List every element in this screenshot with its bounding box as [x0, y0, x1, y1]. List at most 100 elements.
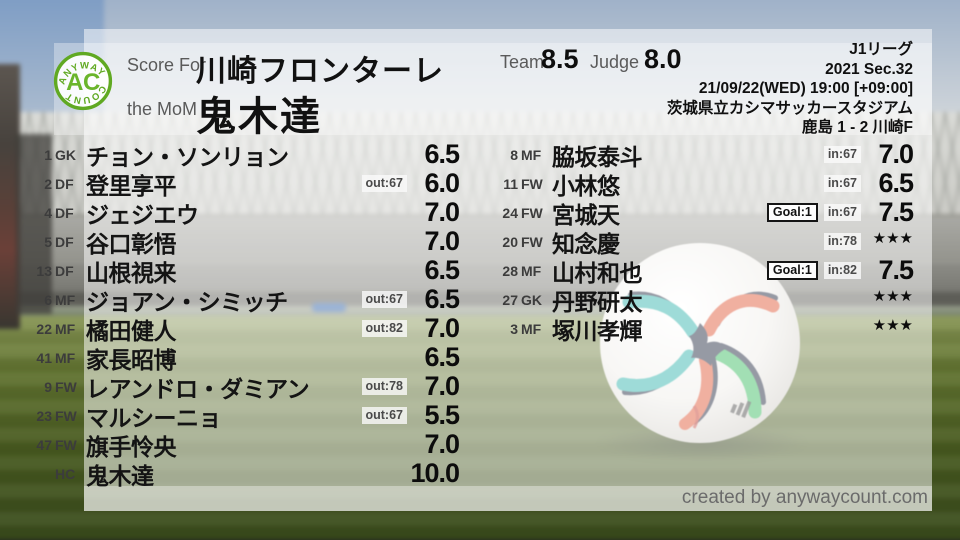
match-info-score: 鹿島 1 - 2 川崎F [801, 119, 913, 137]
substitution-badge: out:67 [361, 175, 407, 192]
player-number: 8 [510, 146, 518, 163]
player-rating: 7.0 [424, 313, 460, 343]
player-name: 宮城天 [552, 201, 620, 228]
player-name: 鬼木達 [86, 462, 154, 489]
player-row: 24 FW 宮城天 Goal:1 in:67 7.5 [492, 197, 914, 228]
match-info-datetime: 21/09/22(WED) 19:00 [+09:00] [698, 80, 913, 98]
player-position: MF [55, 320, 76, 337]
player-name: 知念慶 [552, 230, 620, 257]
player-list-left: 1 GK チョン・ソンリョン 6.5 2 DF 登里享平 out:67 6.0 4 DF ジェジエウ 7… [26, 139, 460, 489]
substitution-badge: out:78 [361, 378, 407, 395]
player-number: 23 [36, 407, 52, 424]
team-score-label: Team [500, 52, 545, 72]
stand-structure-left [0, 64, 20, 329]
goal-badge: Goal:1 [766, 261, 818, 280]
match-info-stadium: 茨城県立カシマサッカースタジアム [666, 99, 913, 117]
no-rating-stars: ★★★ [872, 287, 913, 305]
player-rating: 5.5 [424, 400, 460, 430]
mom-label: the MoM [127, 99, 198, 119]
player-rating: 7.0 [424, 371, 460, 401]
logo-ring [53, 51, 113, 111]
substitution-badge: in:67 [823, 146, 861, 163]
player-number: 1 [44, 146, 52, 163]
player-rating: 7.0 [424, 197, 460, 227]
player-rating: 7.5 [878, 255, 914, 285]
player-name: 旗手怜央 [86, 433, 177, 460]
judge-score-value: 8.0 [644, 44, 682, 74]
player-row: 1 GK チョン・ソンリョン 6.5 [26, 139, 460, 170]
credit-text: created by anywaycount.com [681, 487, 928, 508]
player-position: FW [521, 204, 543, 221]
match-info-league: J1リーグ [849, 41, 913, 58]
player-rating: 7.0 [878, 139, 914, 169]
player-name: 山根視来 [86, 259, 177, 286]
player-number: 11 [503, 175, 518, 192]
team-score-value: 8.5 [541, 44, 579, 74]
player-number: 41 [36, 349, 52, 366]
substitution-badge: out:82 [361, 320, 407, 337]
player-rating: 10.0 [410, 458, 460, 488]
player-name: 丹野研太 [552, 288, 643, 315]
player-name: 登里享平 [86, 172, 176, 199]
substitution-badge: in:67 [823, 175, 861, 192]
player-position: GK [521, 291, 542, 308]
player-position: MF [55, 291, 76, 308]
player-position: FW [55, 436, 77, 453]
player-name: 家長昭博 [86, 346, 177, 373]
player-name: 小林悠 [552, 172, 620, 199]
player-number: 22 [36, 320, 52, 337]
player-rating: 6.5 [878, 168, 914, 198]
player-row: 13 DF 山根視来 6.5 [26, 255, 460, 286]
player-name: チョン・ソンリョン [86, 143, 289, 170]
player-name: ジェジエウ [86, 201, 199, 228]
substitution-badge: in:78 [823, 233, 861, 250]
player-name: 塚川孝輝 [552, 317, 643, 344]
player-rating: 6.5 [424, 284, 460, 314]
player-row: 27 GK 丹野研太 ★★★ [492, 285, 913, 315]
player-position: FW [55, 407, 77, 424]
player-number: 2 [44, 175, 52, 192]
player-position: MF [521, 262, 542, 279]
player-number: 5 [44, 233, 52, 250]
substitution-badge: out:67 [361, 291, 407, 308]
player-number: 20 [502, 233, 518, 250]
player-row: 4 DF ジェジエウ 7.0 [26, 197, 460, 228]
player-position: HC [55, 465, 76, 482]
player-number: 28 [502, 262, 518, 279]
player-name: 脇坂泰斗 [552, 143, 642, 170]
substitution-badge: in:67 [823, 204, 861, 221]
score-for-label: Score For [127, 55, 207, 75]
player-position: FW [521, 175, 543, 192]
player-row: 28 MF 山村和也 Goal:1 in:82 7.5 [492, 255, 914, 286]
player-position: DF [55, 262, 74, 279]
player-number: 4 [44, 204, 52, 221]
player-row: 11 FW 小林悠 in:67 6.5 [492, 168, 914, 199]
footer-translucent-strip [84, 486, 932, 511]
mom-name: 鬼木達 [196, 95, 322, 139]
no-rating-stars: ★★★ [872, 316, 913, 334]
player-rating: 7.0 [424, 429, 460, 459]
player-position: DF [55, 204, 74, 221]
player-number: 6 [44, 291, 52, 308]
logo-monogram: AC [66, 69, 100, 96]
goal-badge: Goal:1 [766, 203, 818, 222]
substitution-badge: out:67 [361, 407, 407, 424]
player-name: 山村和也 [552, 259, 642, 286]
player-position: DF [55, 233, 74, 250]
anywaycount-logo: ANYWAY COUNT AC [53, 51, 113, 111]
player-row: 6 MF ジョアン・シミッチ out:67 6.5 [26, 284, 460, 315]
player-position: MF [521, 146, 542, 163]
player-name: 橘田健人 [86, 317, 176, 344]
player-number: 13 [36, 262, 52, 279]
player-rating: 7.0 [424, 226, 460, 256]
player-row: 47 FW 旗手怜央 7.0 [26, 429, 460, 460]
player-rating: 6.0 [424, 168, 460, 198]
player-row: 41 MF 家長昭博 6.5 [26, 342, 460, 373]
match-info-season: 2021 Sec.32 [825, 60, 913, 78]
player-row: 22 MF 橘田健人 out:82 7.0 [26, 313, 460, 344]
player-number: 24 [502, 204, 518, 221]
player-number: 9 [44, 378, 52, 395]
player-rating: 7.5 [878, 197, 914, 227]
